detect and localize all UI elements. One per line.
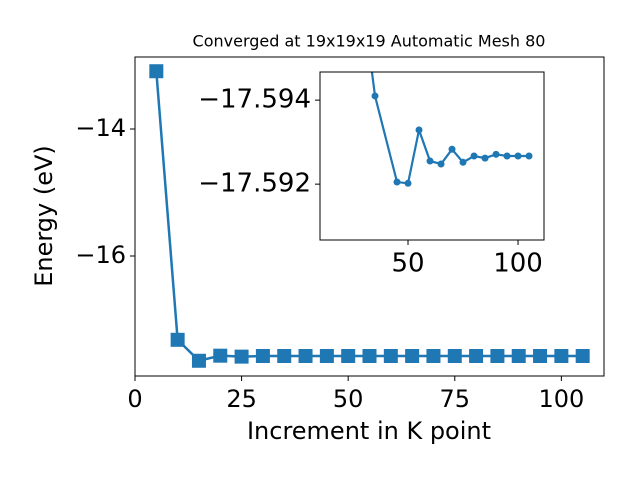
marker (255, 348, 270, 363)
marker (404, 179, 412, 187)
x-tick-label: 50 (333, 385, 364, 413)
marker (426, 157, 434, 165)
plot-frame (319, 71, 545, 241)
marker (554, 348, 569, 363)
marker (533, 348, 548, 363)
marker (469, 348, 484, 363)
marker (470, 152, 478, 160)
marker (447, 348, 462, 363)
marker (514, 152, 522, 160)
y-tick-label: −16 (75, 241, 126, 269)
marker (371, 92, 379, 100)
series (370, 72, 533, 187)
marker (277, 348, 292, 363)
x-tick-label: 75 (439, 385, 470, 413)
marker (149, 64, 164, 79)
marker (525, 152, 533, 160)
marker (191, 353, 206, 368)
x-tick-label: 0 (127, 385, 142, 413)
marker (234, 349, 249, 364)
marker (405, 348, 420, 363)
marker (575, 348, 590, 363)
marker (481, 154, 489, 162)
marker (319, 348, 334, 363)
y-tick-label: −17.592 (198, 169, 311, 199)
marker (383, 348, 398, 363)
marker (503, 152, 511, 160)
marker (341, 348, 356, 363)
marker (426, 348, 441, 363)
x-tick-label: 50 (391, 249, 424, 279)
marker (459, 158, 467, 166)
marker (298, 348, 313, 363)
x-tick-label: 25 (226, 385, 257, 413)
marker (492, 150, 500, 158)
marker (511, 348, 526, 363)
marker (362, 348, 377, 363)
marker (393, 178, 401, 186)
y-axis-label: Energy (eV) (30, 145, 58, 287)
y-tick-label: −14 (75, 114, 126, 142)
marker (490, 348, 505, 363)
marker (213, 348, 228, 363)
x-tick-label: 100 (493, 249, 543, 279)
series (149, 64, 590, 368)
x-axis-label: Increment in K point (247, 417, 491, 445)
marker (448, 145, 456, 153)
marker (170, 332, 185, 347)
y-tick-label: −17.594 (198, 85, 311, 115)
plot-frame (134, 56, 605, 377)
chart-title: Converged at 19x19x19 Automatic Mesh 80 (193, 32, 546, 51)
marker (415, 126, 423, 134)
x-tick-label: 100 (538, 385, 584, 413)
marker (437, 160, 445, 168)
